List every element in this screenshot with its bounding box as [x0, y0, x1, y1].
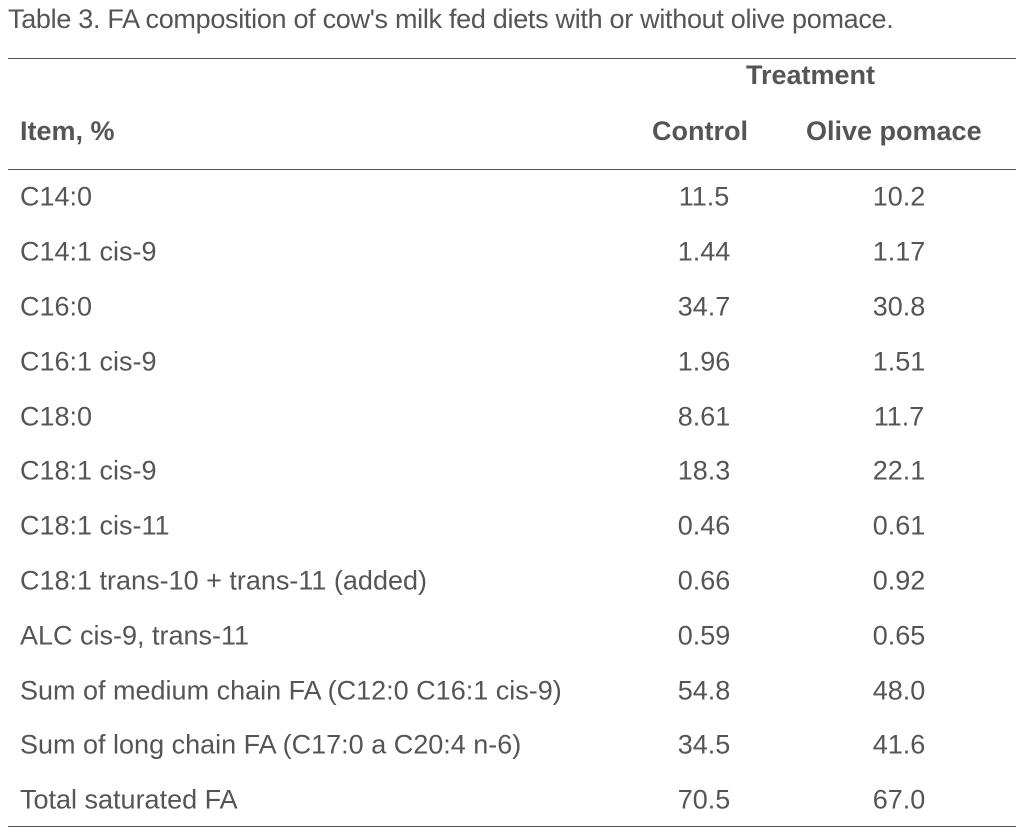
- olive-pomace-value: 22.1: [872, 455, 926, 486]
- table-caption: Table 3. FA composition of cow's milk fe…: [8, 4, 894, 34]
- table-row: C14:0 11.5 10.2: [0, 170, 1024, 225]
- control-value: 8.61: [677, 401, 731, 432]
- table-row: C16:0 34.7 30.8: [0, 280, 1024, 335]
- item-cell: Sum of medium chain FA (C12:0 C16:1 cis-…: [20, 675, 562, 706]
- table-row: C16:1 cis-9 1.96 1.51: [0, 334, 1024, 389]
- control-value: 34.5: [677, 729, 731, 760]
- item-cell: C18:1 trans-10 + trans-11 (added): [20, 565, 427, 596]
- control-value: 70.5: [677, 784, 731, 815]
- item-column-header: Item, %: [20, 116, 115, 146]
- olive-pomace-value: 1.51: [872, 346, 926, 377]
- item-cell: C14:1 cis-9: [20, 236, 157, 267]
- olive-pomace-value: 67.0: [872, 784, 926, 815]
- control-value: 18.3: [677, 455, 731, 486]
- control-value: 0.66: [677, 565, 731, 596]
- table-row: ALC cis-9, trans-11 0.59 0.65: [0, 608, 1024, 663]
- olive-pomace-value: 41.6: [872, 729, 926, 760]
- control-value: 0.46: [677, 510, 731, 541]
- olive-pomace-value: 0.92: [872, 565, 926, 596]
- olive-pomace-value: 0.65: [872, 620, 926, 651]
- table-row: C14:1 cis-9 1.44 1.17: [0, 225, 1024, 280]
- table-row: C18:0 8.61 11.7: [0, 389, 1024, 444]
- bottom-rule: [8, 826, 1016, 827]
- control-value: 54.8: [677, 675, 731, 706]
- control-column-header: Control: [652, 116, 748, 146]
- olive-pomace-value: 0.61: [872, 510, 926, 541]
- item-cell: C14:0: [20, 181, 93, 212]
- item-cell: C16:1 cis-9: [20, 346, 157, 377]
- olive-pomace-value: 11.7: [873, 401, 925, 432]
- item-cell: Sum of long chain FA (C17:0 a C20:4 n-6): [20, 729, 522, 760]
- item-cell: C18:1 cis-9: [20, 455, 157, 486]
- olive-pomace-value: 1.17: [872, 236, 926, 267]
- item-cell: C16:0: [20, 291, 93, 322]
- table-row: Total saturated FA 70.5 67.0: [0, 773, 1024, 828]
- item-cell: C18:0: [20, 401, 93, 432]
- item-cell: Total saturated FA: [20, 784, 238, 815]
- header-rule: [8, 169, 1016, 170]
- table-body: C14:0 11.5 10.2 C14:1 cis-9 1.44 1.17 C1…: [0, 170, 1024, 828]
- olive-pomace-value: 10.2: [872, 181, 926, 212]
- table-row: Sum of medium chain FA (C12:0 C16:1 cis-…: [0, 663, 1024, 718]
- item-cell: ALC cis-9, trans-11: [20, 620, 250, 651]
- table-row: C18:1 cis-9 18.3 22.1: [0, 444, 1024, 499]
- treatment-group-header: Treatment: [746, 60, 876, 90]
- olive-pomace-column-header: Olive pomace: [806, 116, 982, 146]
- table-row: C18:1 cis-11 0.46 0.61: [0, 499, 1024, 554]
- item-cell: C18:1 cis-11: [20, 510, 170, 541]
- control-value: 0.59: [677, 620, 731, 651]
- control-value: 11.5: [678, 181, 730, 212]
- top-rule: [8, 58, 1016, 59]
- control-value: 1.96: [677, 346, 731, 377]
- olive-pomace-value: 30.8: [872, 291, 926, 322]
- table-row: Sum of long chain FA (C17:0 a C20:4 n-6)…: [0, 718, 1024, 773]
- control-value: 1.44: [677, 236, 731, 267]
- table-row: C18:1 trans-10 + trans-11 (added) 0.66 0…: [0, 554, 1024, 609]
- olive-pomace-value: 48.0: [872, 675, 926, 706]
- control-value: 34.7: [677, 291, 731, 322]
